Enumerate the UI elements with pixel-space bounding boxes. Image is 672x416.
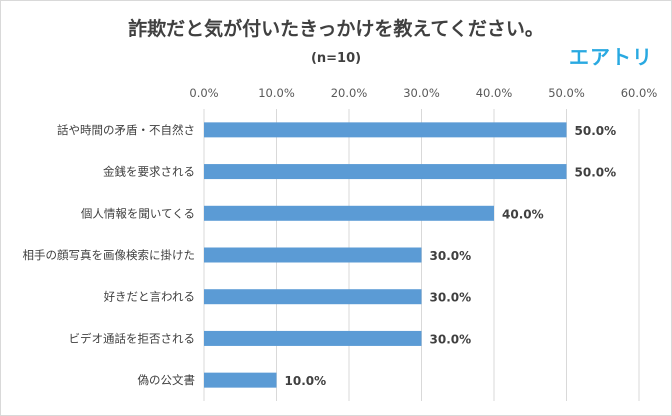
data-label: 30.0% <box>430 291 472 305</box>
category-label: 話や時間の矛盾・不自然さ <box>57 123 195 137</box>
x-tick-label: 50.0% <box>548 86 585 100</box>
x-tick-label: 10.0% <box>258 86 295 100</box>
chart-subtitle: (n=10) <box>310 51 362 66</box>
bar <box>204 122 567 138</box>
category-label: ビデオ通話を拒否される <box>69 331 196 345</box>
x-tick-label: 20.0% <box>331 86 368 100</box>
category-label: 相手の顔写真を画像検索に掛けた <box>23 248 196 262</box>
bar <box>204 330 422 346</box>
x-tick-label: 0.0% <box>189 86 218 100</box>
data-label: 10.0% <box>285 374 327 388</box>
data-label: 30.0% <box>430 249 472 263</box>
data-label: 30.0% <box>430 332 472 346</box>
chart-title: 詐欺だと気が付いたきっかけを教えてください。 <box>128 18 544 40</box>
x-tick-label: 40.0% <box>476 86 513 100</box>
category-label: 金銭を要求される <box>103 165 195 179</box>
bar <box>204 372 277 388</box>
data-label: 40.0% <box>502 207 544 221</box>
category-label: 好きだと言われる <box>104 290 195 304</box>
bar <box>204 247 422 263</box>
bar <box>204 164 567 180</box>
data-label: 50.0% <box>575 124 617 138</box>
category-label: 偽の公文書 <box>138 373 196 387</box>
category-label: 個人情報を聞いてくる <box>81 206 195 220</box>
x-tick-label: 30.0% <box>403 86 440 100</box>
data-label: 50.0% <box>575 166 617 180</box>
bar <box>204 289 422 305</box>
bar <box>204 205 494 221</box>
brand-logo: エアトリ <box>569 45 653 69</box>
x-tick-label: 60.0% <box>621 86 658 100</box>
